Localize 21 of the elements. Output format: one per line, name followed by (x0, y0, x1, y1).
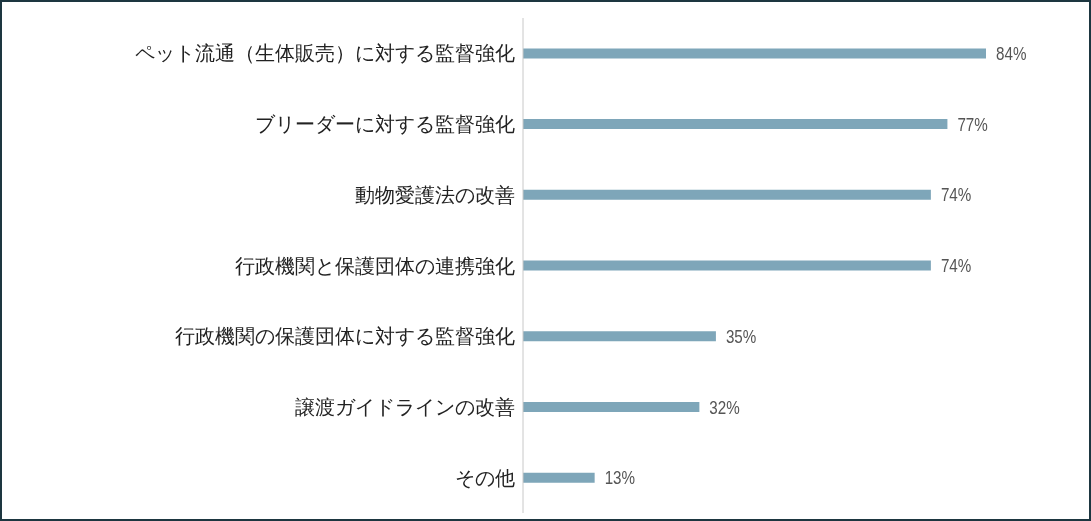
data-label: 84% (996, 42, 1027, 65)
data-label: 35% (725, 325, 757, 348)
data-label: 32% (709, 395, 740, 419)
data-label: 74% (940, 183, 972, 206)
y-tick-label: その他 (455, 465, 515, 490)
y-tick-label: 行政機関の保護団体に対する監督強化 (175, 324, 515, 349)
bar (523, 48, 986, 59)
bar (523, 119, 948, 130)
y-tick-label: ペット流通（生体販売）に対する監督強化 (135, 41, 515, 66)
bar (523, 189, 931, 200)
y-tick-label: 譲渡ガイドラインの改善 (295, 395, 515, 420)
bar (523, 331, 716, 342)
data-label: 74% (940, 254, 972, 277)
bar (523, 401, 700, 412)
data-label: 13% (604, 466, 636, 489)
bar (523, 260, 931, 271)
y-tick-label: 行政機関と保護団体の連携強化 (235, 253, 515, 278)
bar (523, 472, 595, 483)
y-tick-label: 動物愛護法の改善 (355, 182, 515, 207)
data-label: 77% (957, 113, 988, 136)
y-tick-label: ブリーダーに対する監督強化 (255, 112, 515, 137)
